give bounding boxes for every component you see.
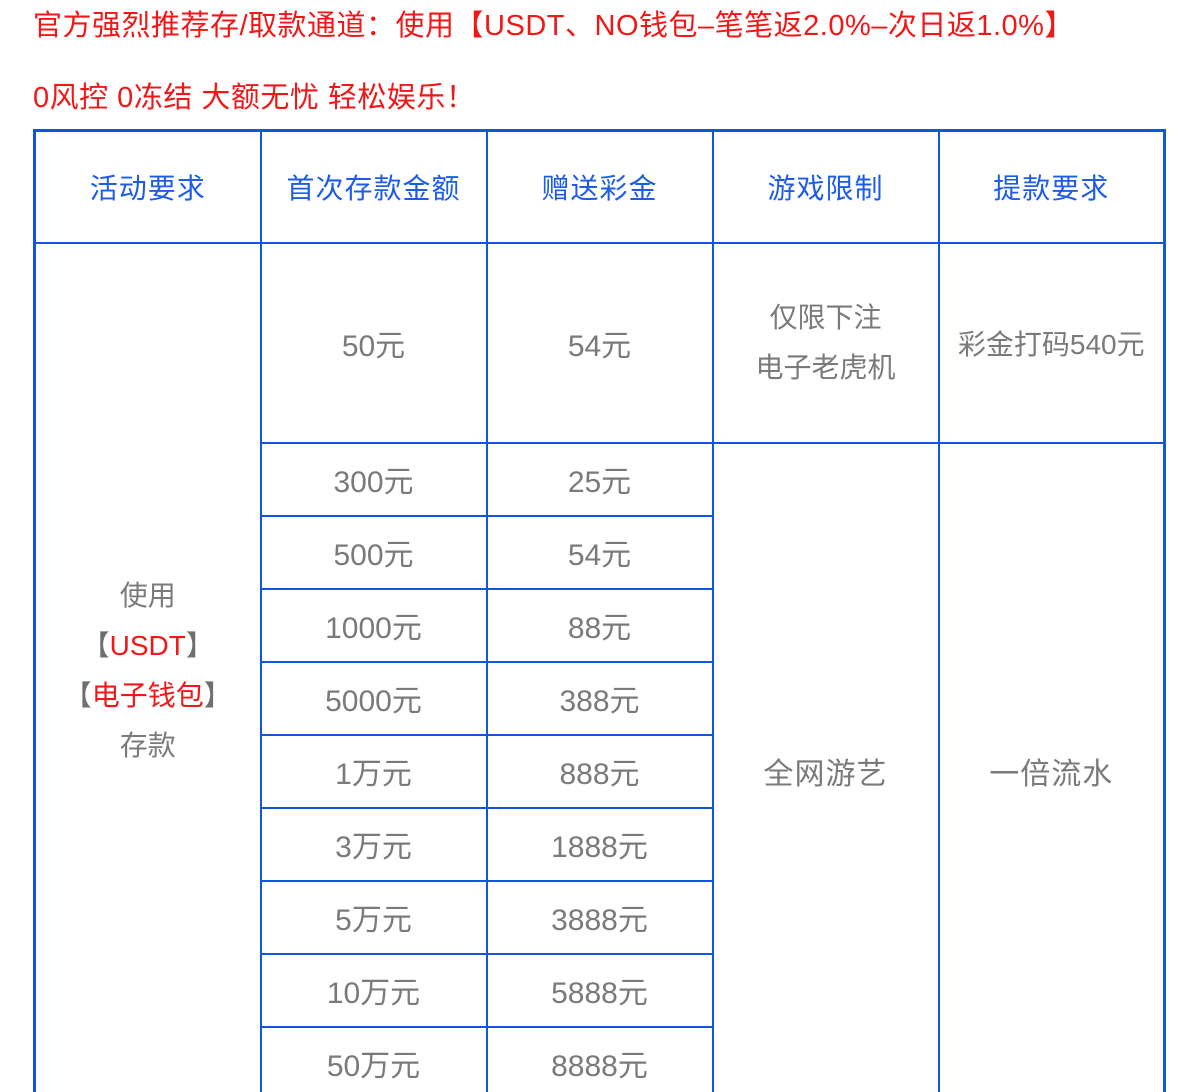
bonus-amount-cell: 1888元 xyxy=(485,806,714,882)
deposit-amount-cell: 50万元 xyxy=(259,1025,488,1092)
deposit-amount-cell: 1万元 xyxy=(259,733,488,809)
table-row-tier: 1万元 888元 xyxy=(35,733,1165,809)
col-header-game-limit: 游戏限制 xyxy=(711,129,940,244)
bonus-amount-cell: 3888元 xyxy=(485,879,714,955)
withdrawal-merged-cell: 一倍流水 xyxy=(937,441,1166,1092)
table-row-tier: 10万元 5888元 xyxy=(35,952,1165,1028)
table-row-tier: 3万元 1888元 xyxy=(35,806,1165,882)
table-row-tier: 50万元 8888元 xyxy=(35,1025,1165,1092)
promo-line-1: 官方强烈推荐存/取款通道：使用【USDT、NO钱包–笔笔返2.0%–次日返1.0… xyxy=(33,10,1074,42)
activity-line-ewallet: 【电子钱包】 xyxy=(63,679,232,711)
withdrawal-requirement-cell: 彩金打码540元 xyxy=(937,241,1166,444)
table-header-row: 活动要求 首次存款金额 赠送彩金 游戏限制 提款要求 xyxy=(33,129,1166,244)
activity-line-deposit: 存款 xyxy=(119,729,176,761)
bonus-amount-cell: 5888元 xyxy=(485,952,714,1028)
promo-line-2: 0风控 0冻结 大额无忧 轻松娱乐！ xyxy=(33,82,476,114)
bonus-amount-cell: 54元 xyxy=(485,514,714,590)
deposit-amount-cell: 10万元 xyxy=(259,952,488,1028)
activity-requirement-cell: 使用 【USDT】 【电子钱包】 存款 xyxy=(33,241,262,1092)
bonus-amount-cell: 8888元 xyxy=(485,1025,714,1092)
table-row-tier: 5万元 3888元 xyxy=(35,879,1165,955)
bonus-amount-cell: 54元 xyxy=(485,241,714,444)
deposit-amount-cell: 1000元 xyxy=(259,587,488,663)
table-row-first-tier: 使用 【USDT】 【电子钱包】 存款 50元 54元 仅限下注 电子老虎机 彩… xyxy=(33,241,1166,1092)
activity-line-usdt: 【USDT】 xyxy=(81,629,214,661)
bonus-amount-cell: 88元 xyxy=(485,587,714,663)
deposit-amount-cell: 50元 xyxy=(259,241,488,444)
deposit-amount-cell: 3万元 xyxy=(259,806,488,882)
col-header-withdrawal-requirement: 提款要求 xyxy=(937,129,1166,244)
deposit-amount-cell: 5000元 xyxy=(259,660,488,736)
activity-line-use: 使用 xyxy=(119,579,176,611)
bonus-amount-cell: 888元 xyxy=(485,733,714,809)
promo-banner: 官方强烈推荐存/取款通道：使用【USDT、NO钱包–笔笔返2.0%–次日返1.0… xyxy=(33,6,1167,118)
col-header-first-deposit-amount: 首次存款金额 xyxy=(259,129,488,244)
deposit-amount-cell: 500元 xyxy=(259,514,488,590)
table-row-tier: 500元 54元 xyxy=(35,514,1165,590)
bonus-amount-cell: 388元 xyxy=(485,660,714,736)
deposit-amount-cell: 300元 xyxy=(259,441,488,517)
table-row-tier: 300元 25元 全网游艺 一倍流水 xyxy=(35,441,1166,1092)
bonus-amount-cell: 25元 xyxy=(485,441,714,517)
deposit-amount-cell: 5万元 xyxy=(259,879,488,955)
game-limit-merged-cell: 全网游艺 xyxy=(711,441,940,1092)
deposit-bonus-table: 活动要求 首次存款金额 赠送彩金 游戏限制 提款要求 使用 【USDT】 【电子… xyxy=(33,129,1166,1092)
table-row-tier: 5000元 388元 xyxy=(35,660,1165,736)
table-row-tier: 1000元 88元 xyxy=(35,587,1165,663)
col-header-bonus: 赠送彩金 xyxy=(485,129,714,244)
col-header-activity-requirement: 活动要求 xyxy=(33,129,262,244)
game-limit-cell: 仅限下注 电子老虎机 xyxy=(711,241,940,444)
